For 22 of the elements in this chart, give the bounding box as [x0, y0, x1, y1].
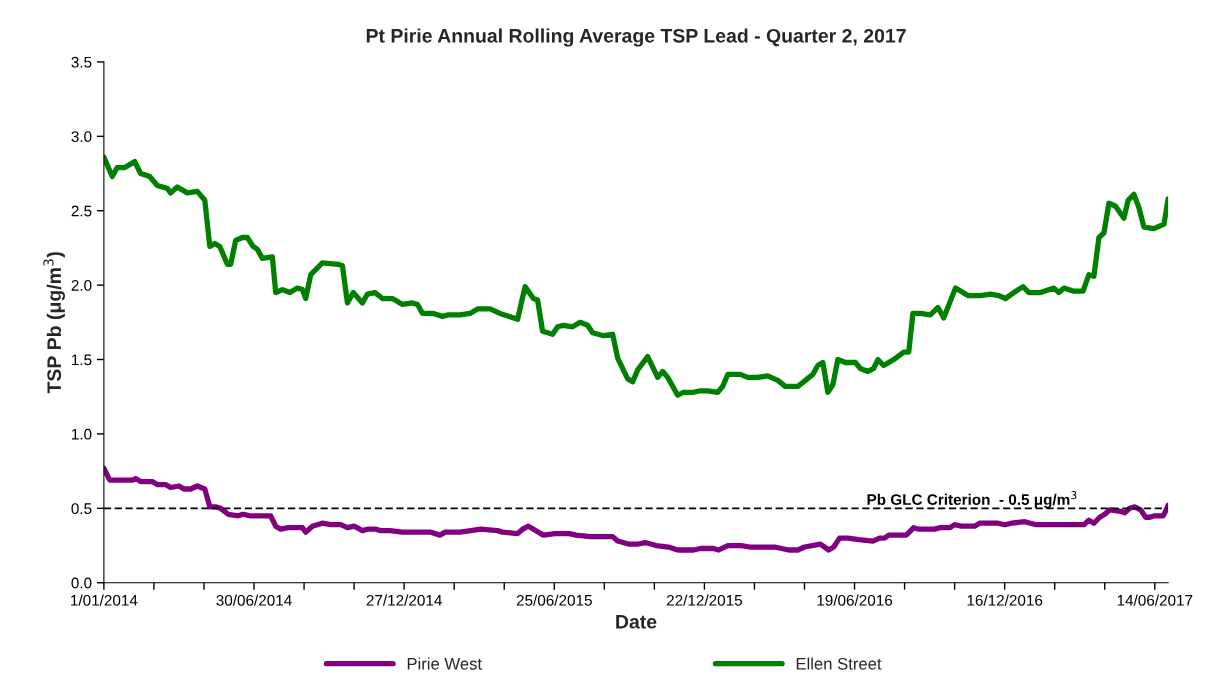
x-tick-label: 30/06/2014	[216, 594, 292, 606]
y-tick-label: 0.5	[71, 503, 92, 515]
x-tick-label: 22/12/2015	[666, 594, 742, 606]
x-tick-label: 1/01/2014	[71, 594, 138, 606]
y-tick-label: 1.0	[72, 428, 92, 440]
x-tick-label: 16/12/2016	[967, 594, 1043, 606]
ref-line-label: Pb GLC Criterion - 0.5 μg/m$^{3}$	[867, 491, 1077, 509]
x-axis-title: Date	[616, 615, 657, 629]
x-tick-label: 27/12/2014	[366, 594, 442, 606]
x-tick-label: 19/06/2016	[817, 594, 893, 606]
legend-label: Ellen Street	[796, 657, 882, 670]
y-tick-label: 2.0	[71, 279, 92, 291]
legend-label: Pirie West	[407, 657, 482, 670]
y-tick-label: 3.5	[71, 56, 92, 68]
x-tick-label: 25/06/2015	[516, 594, 592, 606]
y-axis-title: TSP Pb (μg/m$^{3}$)	[43, 252, 65, 394]
chart-title: Pt Pirie Annual Rolling Average TSP Lead - Quarter 2, 2017	[366, 28, 906, 47]
y-tick-label: 3.0	[71, 131, 92, 143]
y-tick-label: 1.5	[72, 354, 92, 366]
y-tick-label: 0.0	[71, 577, 92, 589]
y-tick-label: 2.5	[71, 205, 92, 217]
x-tick-label: 14/06/2017	[1117, 594, 1193, 606]
